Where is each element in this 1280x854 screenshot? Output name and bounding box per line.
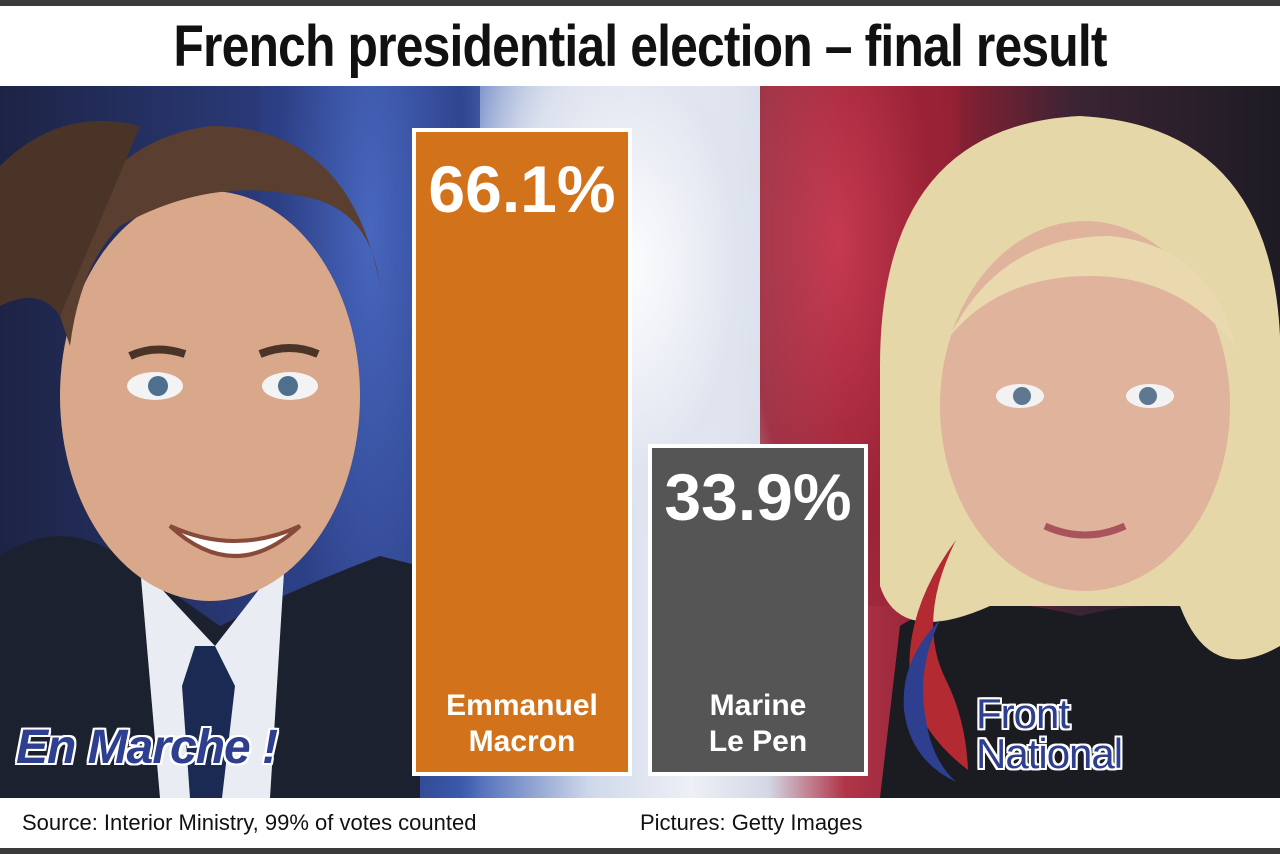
bar-category-label: Marine Le Pen — [708, 689, 808, 758]
top-rule — [0, 0, 1280, 6]
bar-value-label: 33.9% — [664, 460, 852, 534]
candidate-portraits — [0, 116, 1280, 798]
bottom-rule — [0, 848, 1280, 854]
bar-category-label: Emmanuel Macron — [446, 689, 598, 758]
en-marche-logo: En Marche ! — [16, 721, 278, 774]
footer: Source: Interior Ministry, 99% of votes … — [0, 798, 1280, 854]
chart-title: French presidential election – final res… — [173, 14, 1107, 79]
pictures-credit: Pictures: Getty Images — [640, 810, 863, 835]
bar-le-pen: 33.9% Marine Le Pen — [648, 444, 868, 776]
front-national-flame-icon — [903, 540, 968, 782]
source-note: Source: Interior Ministry, 99% of votes … — [22, 810, 477, 835]
bar-macron: 66.1% Emmanuel Macron — [412, 128, 632, 776]
macron-portrait — [0, 121, 420, 798]
le-pen-portrait — [880, 116, 1280, 798]
front-national-logo-text: Front National — [976, 690, 1123, 777]
bar-value-label: 66.1% — [428, 152, 616, 226]
